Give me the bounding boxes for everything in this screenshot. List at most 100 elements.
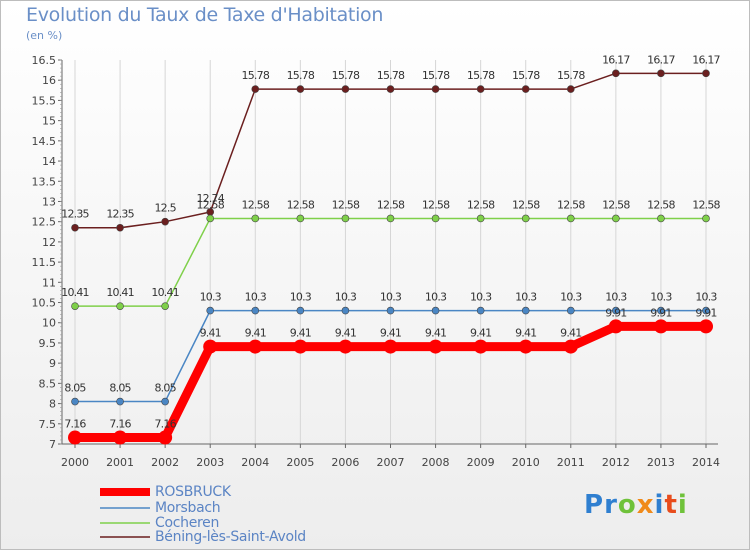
data-label: 12.74: [196, 192, 224, 205]
y-tick-label: 14.5: [32, 135, 57, 148]
data-label: 12.35: [61, 208, 89, 221]
data-point: [521, 214, 530, 223]
data-label: 9.41: [425, 327, 446, 340]
data-point: [203, 339, 218, 354]
data-label: 10.3: [200, 291, 222, 304]
data-point: [657, 306, 665, 315]
data-point: [476, 85, 485, 93]
data-point: [293, 339, 308, 354]
data-label: 12.35: [106, 208, 134, 221]
data-point: [71, 397, 79, 406]
y-tick-label: 16.5: [32, 54, 57, 67]
data-label: 9.41: [290, 327, 311, 340]
data-point: [248, 339, 263, 354]
y-tick-label: 11.5: [32, 256, 57, 269]
data-label: 12.5: [154, 202, 176, 215]
data-label: 16.17: [647, 53, 675, 66]
data-label: 8.05: [64, 382, 86, 395]
data-point: [521, 306, 530, 315]
data-label: 7.16: [109, 418, 131, 431]
data-label: 12.58: [467, 198, 495, 211]
data-point: [612, 214, 620, 223]
data-label: 15.78: [557, 69, 585, 82]
y-tick-label: 11: [42, 276, 56, 289]
data-label: 10.3: [695, 291, 717, 304]
data-point: [608, 319, 623, 334]
y-tick-label: 12.5: [32, 216, 57, 229]
data-label: 15.78: [377, 69, 405, 82]
x-tick-label: 2003: [196, 456, 224, 469]
x-tick-label: 2011: [557, 456, 585, 469]
x-tick-label: 2008: [422, 456, 450, 469]
data-point: [116, 397, 124, 406]
data-point: [476, 214, 485, 223]
data-label: 10.3: [380, 291, 402, 304]
data-label: 10.3: [605, 291, 627, 304]
data-point: [71, 302, 79, 310]
data-label: 9.91: [605, 306, 626, 319]
data-point: [338, 339, 353, 354]
data-point: [566, 214, 575, 223]
y-tick-label: 16: [42, 74, 56, 87]
data-label: 10.3: [335, 291, 357, 304]
data-label: 10.3: [515, 291, 537, 304]
data-point: [653, 319, 668, 334]
data-point: [563, 339, 578, 354]
data-label: 9.41: [470, 327, 491, 340]
data-label: 15.78: [287, 69, 315, 82]
data-point: [296, 214, 305, 223]
data-label: 7.16: [154, 418, 176, 431]
data-point: [158, 430, 173, 445]
data-point: [116, 223, 124, 232]
data-label: 12.58: [287, 198, 315, 211]
y-tick-label: 9: [49, 357, 56, 370]
data-point: [161, 302, 169, 310]
data-point: [341, 306, 350, 315]
data-point: [296, 85, 305, 93]
data-point: [702, 69, 710, 78]
brand-letter: i: [654, 490, 665, 520]
data-point: [386, 85, 395, 93]
legend-label: Cocheren: [155, 515, 220, 531]
brand-letter: r: [604, 490, 618, 520]
y-tick-label: 9.5: [39, 337, 57, 350]
legend-label: Morsbach: [155, 500, 221, 516]
data-point: [657, 214, 665, 223]
y-tick-label: 10: [42, 317, 56, 330]
data-point: [113, 430, 128, 445]
chart-title: Evolution du Taux de Taxe d'Habitation: [26, 4, 384, 26]
data-point: [251, 306, 260, 315]
data-point: [383, 339, 398, 354]
data-label: 12.58: [332, 198, 360, 211]
x-tick-label: 2001: [106, 456, 134, 469]
data-label: 15.78: [422, 69, 450, 82]
data-point: [206, 306, 215, 315]
x-tick-label: 2010: [512, 456, 540, 469]
data-label: 12.58: [242, 198, 270, 211]
data-label: 12.58: [647, 198, 675, 211]
y-tick-label: 10.5: [32, 297, 57, 310]
y-tick-label: 8: [49, 398, 56, 411]
data-label: 12.58: [557, 198, 585, 211]
y-tick-label: 14: [42, 155, 56, 168]
y-tick-label: 7: [49, 438, 56, 451]
data-label: 9.41: [245, 327, 266, 340]
data-label: 10.3: [560, 291, 582, 304]
data-point: [431, 306, 440, 315]
data-label: 15.78: [512, 69, 540, 82]
x-tick-label: 2012: [602, 456, 630, 469]
data-label: 8.05: [109, 382, 131, 395]
data-point: [206, 214, 215, 223]
data-point: [68, 430, 82, 445]
data-label: 15.78: [242, 69, 270, 82]
data-label: 10.3: [650, 291, 672, 304]
data-label: 16.17: [692, 53, 720, 66]
data-point: [251, 85, 260, 93]
data-point: [251, 214, 260, 223]
data-point: [612, 306, 620, 315]
data-label: 10.3: [425, 291, 447, 304]
data-point: [566, 85, 575, 93]
data-label: 12.58: [196, 198, 224, 211]
data-label: 10.41: [106, 286, 134, 299]
